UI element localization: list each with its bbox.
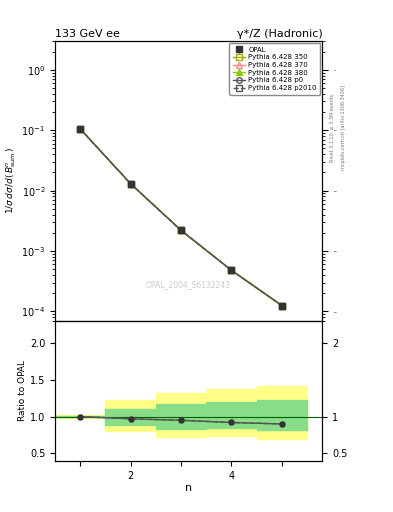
Pythia 6.428 370 <box>128 181 133 187</box>
Text: mcplots.cern.ch [arXiv:1306.3436]: mcplots.cern.ch [arXiv:1306.3436] <box>342 86 346 170</box>
Pythia 6.428 350 <box>128 181 133 187</box>
X-axis label: n: n <box>185 483 192 493</box>
Line: Pythia 6.428 380: Pythia 6.428 380 <box>77 126 285 308</box>
Pythia 6.428 370 <box>179 227 184 233</box>
Pythia 6.428 p2010 <box>179 227 184 233</box>
Pythia 6.428 350 <box>279 303 284 309</box>
Pythia 6.428 p2010 <box>78 126 83 132</box>
Line: Pythia 6.428 p2010: Pythia 6.428 p2010 <box>77 126 285 308</box>
Line: Pythia 6.428 350: Pythia 6.428 350 <box>77 126 285 308</box>
Text: γ*/Z (Hadronic): γ*/Z (Hadronic) <box>237 29 322 39</box>
Text: Rivet 3.1.10, ≥ 3.3M events: Rivet 3.1.10, ≥ 3.3M events <box>330 94 334 162</box>
Pythia 6.428 380 <box>229 267 234 273</box>
Pythia 6.428 p0 <box>279 303 284 309</box>
Pythia 6.428 370 <box>279 303 284 309</box>
Pythia 6.428 350 <box>78 126 83 132</box>
Pythia 6.428 p0 <box>229 267 234 273</box>
Text: OPAL_2004_S6132243: OPAL_2004_S6132243 <box>146 280 231 289</box>
Pythia 6.428 370 <box>229 267 234 273</box>
Line: Pythia 6.428 p0: Pythia 6.428 p0 <box>77 126 285 308</box>
Pythia 6.428 p2010 <box>128 181 133 187</box>
Line: Pythia 6.428 370: Pythia 6.428 370 <box>77 126 285 308</box>
Pythia 6.428 p2010 <box>229 267 234 273</box>
Pythia 6.428 p2010 <box>279 303 284 309</box>
Legend: OPAL, Pythia 6.428 350, Pythia 6.428 370, Pythia 6.428 380, Pythia 6.428 p0, Pyt: OPAL, Pythia 6.428 350, Pythia 6.428 370… <box>230 43 320 95</box>
Y-axis label: $1/\sigma\,d\sigma/d(\,B^{n}_{\rm sum}\,)$: $1/\sigma\,d\sigma/d(\,B^{n}_{\rm sum}\,… <box>5 147 18 215</box>
Pythia 6.428 380 <box>78 126 83 132</box>
Pythia 6.428 p0 <box>78 126 83 132</box>
Pythia 6.428 370 <box>78 126 83 132</box>
Y-axis label: Ratio to OPAL: Ratio to OPAL <box>18 360 27 421</box>
Pythia 6.428 p0 <box>179 227 184 233</box>
Pythia 6.428 350 <box>179 227 184 233</box>
Pythia 6.428 380 <box>128 181 133 187</box>
Pythia 6.428 p0 <box>128 181 133 187</box>
Pythia 6.428 380 <box>179 227 184 233</box>
Text: 133 GeV ee: 133 GeV ee <box>55 29 120 39</box>
Pythia 6.428 380 <box>279 303 284 309</box>
Pythia 6.428 350 <box>229 267 234 273</box>
